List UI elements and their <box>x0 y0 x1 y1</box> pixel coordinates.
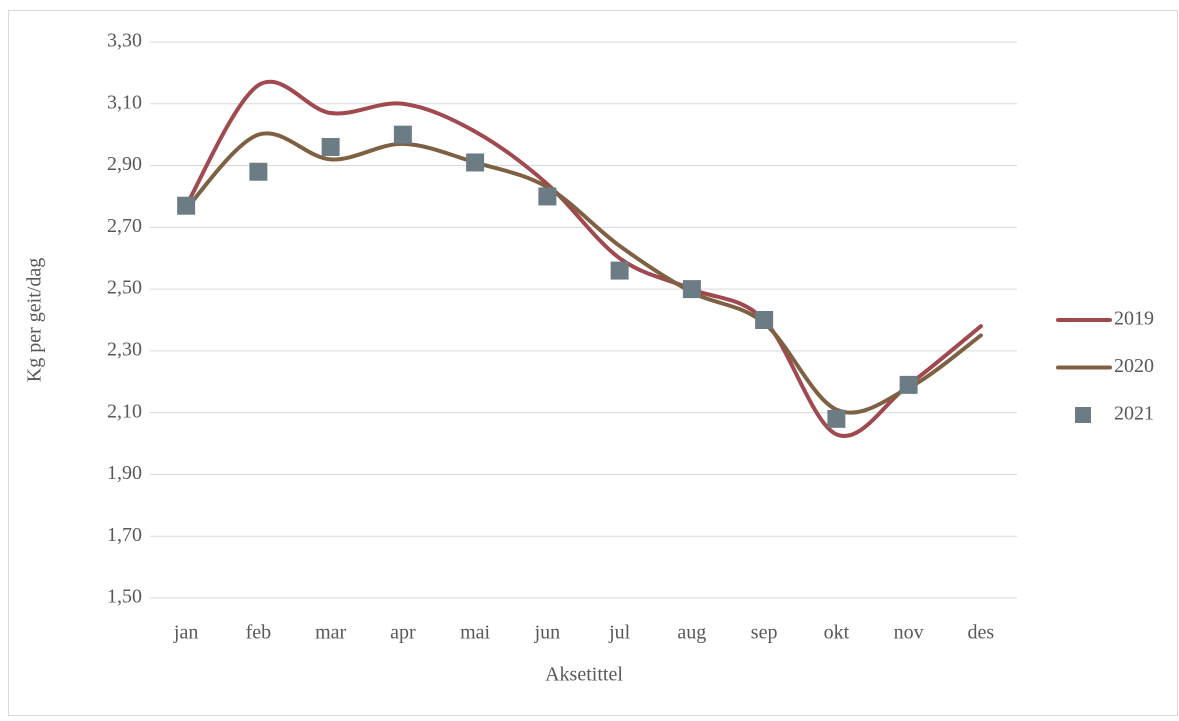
data-point <box>538 187 557 206</box>
data-point <box>755 311 774 329</box>
x-tick-label: mai <box>460 622 490 644</box>
x-tick-label: jul <box>608 622 631 644</box>
y-tick-label: 2,30 <box>107 338 142 360</box>
data-point <box>177 196 196 215</box>
data-point <box>393 125 412 144</box>
x-tick-label: apr <box>390 622 416 644</box>
x-tick-label: feb <box>246 622 272 644</box>
data-point <box>682 280 701 299</box>
data-point <box>827 409 846 428</box>
x-tick-label: nov <box>894 622 924 644</box>
x-tick-label: sep <box>751 622 778 644</box>
y-tick-label: 1,70 <box>107 524 142 546</box>
data-point <box>249 162 268 181</box>
legend-label: 2020 <box>1114 355 1154 377</box>
x-tick-label: jan <box>173 622 198 644</box>
y-tick-label: 2,90 <box>107 153 142 175</box>
series-line <box>184 79 983 438</box>
y-tick-label: 1,50 <box>107 586 142 608</box>
x-tick-label: des <box>968 622 995 644</box>
y-tick-label: 3,10 <box>107 91 142 113</box>
legend-swatch <box>1075 407 1091 423</box>
x-tick-label: jun <box>534 622 561 644</box>
data-point <box>610 261 629 280</box>
y-tick-label: 1,90 <box>107 462 142 484</box>
y-tick-label: 2,10 <box>107 400 142 422</box>
legend-label: 2021 <box>1114 403 1154 425</box>
y-axis-title: Kg per geit/dag <box>24 258 46 382</box>
data-point <box>466 153 485 172</box>
y-tick-label: 3,30 <box>107 30 142 52</box>
chart-frame <box>8 10 1178 716</box>
data-point <box>321 138 340 157</box>
x-tick-label: mar <box>315 622 346 644</box>
x-tick-label: aug <box>677 622 706 644</box>
y-tick-label: 2,70 <box>107 215 142 237</box>
data-point <box>899 375 918 394</box>
x-axis-title: Aksetittel <box>545 664 623 686</box>
x-tick-label: okt <box>824 622 850 644</box>
y-tick-label: 2,50 <box>107 277 142 299</box>
legend-label: 2019 <box>1114 308 1154 330</box>
